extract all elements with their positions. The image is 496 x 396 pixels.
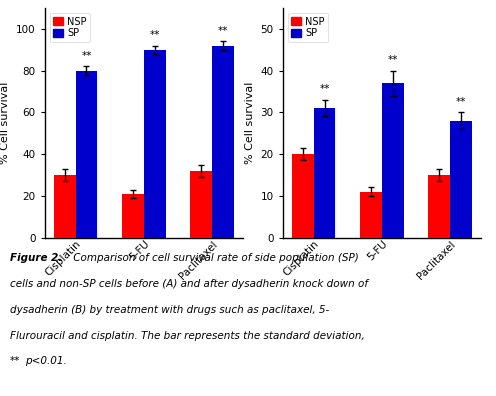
Bar xyxy=(292,154,313,238)
Text: **: ** xyxy=(218,26,228,36)
Legend: NSP, SP: NSP, SP xyxy=(288,13,328,42)
Text: **: ** xyxy=(10,356,20,366)
Bar xyxy=(212,46,234,238)
Text: **: ** xyxy=(81,51,92,61)
Text: Flurouracil and cisplatin. The bar represents the standard deviation,: Flurouracil and cisplatin. The bar repre… xyxy=(10,331,365,341)
Y-axis label: % Cell survival: % Cell survival xyxy=(0,82,10,164)
Bar xyxy=(75,70,97,238)
Bar xyxy=(429,175,450,238)
Text: **: ** xyxy=(387,55,398,65)
Text: Comparison of cell survival rate of side population (SP): Comparison of cell survival rate of side… xyxy=(70,253,359,263)
Legend: NSP, SP: NSP, SP xyxy=(50,13,90,42)
Text: **: ** xyxy=(319,84,330,94)
Text: dysadherin (B) by treatment with drugs such as paclitaxel, 5-: dysadherin (B) by treatment with drugs s… xyxy=(10,305,329,315)
Bar xyxy=(450,121,472,238)
Bar xyxy=(54,175,75,238)
Bar xyxy=(360,192,382,238)
Bar xyxy=(144,50,166,238)
Text: Figure 2.: Figure 2. xyxy=(10,253,62,263)
Y-axis label: % Cell survival: % Cell survival xyxy=(245,82,255,164)
Text: **: ** xyxy=(149,30,160,40)
Text: **: ** xyxy=(456,97,466,107)
Text: p<0.01.: p<0.01. xyxy=(25,356,66,366)
Text: cells and non-SP cells before (A) and after dysadherin knock down of: cells and non-SP cells before (A) and af… xyxy=(10,279,368,289)
Bar xyxy=(382,83,404,238)
Bar xyxy=(122,194,144,238)
Bar xyxy=(313,108,335,238)
Bar xyxy=(190,171,212,238)
